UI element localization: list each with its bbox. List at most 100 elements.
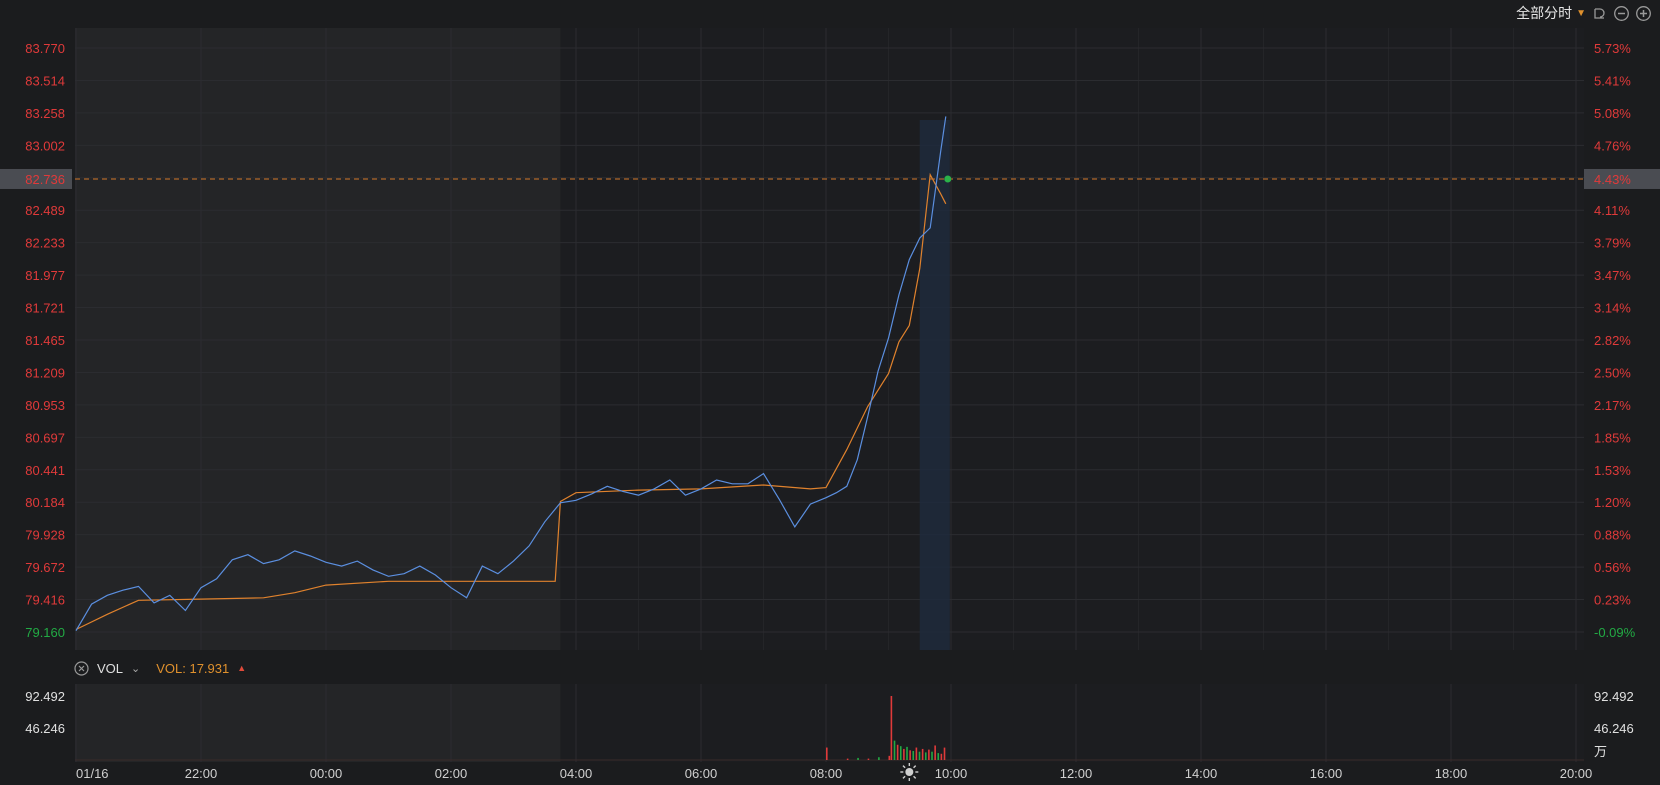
zoom-out-icon[interactable] [1613, 5, 1630, 22]
volume-bar [934, 745, 936, 760]
price-line [75, 116, 947, 632]
crosshair-price-label: 82.736 [25, 172, 65, 187]
y-tick-label-right: 0.88% [1594, 528, 1631, 543]
y-tick-label-right: 1.53% [1594, 463, 1631, 478]
y-tick-label-left: 82.489 [25, 203, 65, 218]
y-tick-label-left: 81.209 [25, 365, 65, 380]
y-tick-label-left: 83.002 [25, 138, 65, 153]
x-tick-label: 02:00 [435, 766, 468, 781]
y-tick-label-right: 0.56% [1594, 560, 1631, 575]
y-tick-label-left: 83.258 [25, 106, 65, 121]
y-tick-label-right: 2.82% [1594, 333, 1631, 348]
y-tick-label-left: 81.721 [25, 301, 65, 316]
y-tick-label-left: 81.465 [25, 333, 65, 348]
y-tick-label-right: 3.79% [1594, 236, 1631, 251]
sun-icon-ray [913, 775, 917, 779]
chevron-down-icon[interactable]: ⌄ [131, 662, 141, 675]
indicator-name: VOL [97, 660, 124, 676]
volume-bar [899, 746, 902, 760]
x-tick-label: 20:00 [1560, 766, 1593, 781]
x-tick-label: 00:00 [310, 766, 343, 781]
volume-bar [903, 748, 905, 760]
volume-bar [896, 744, 899, 760]
crosshair-percent-box [1584, 168, 1660, 189]
sun-icon-ray [902, 775, 906, 779]
sun-icon [905, 768, 914, 776]
x-tick-label: 14:00 [1185, 766, 1218, 781]
volume-bar [912, 751, 915, 760]
volume-indicator-bar: VOL ⌄ VOL: 17.931 ▲ [74, 656, 246, 680]
arrow-up-icon: ▲ [237, 663, 247, 673]
volume-y-tick-right: 46.246 [1594, 721, 1634, 736]
y-tick-label-left: 83.514 [25, 73, 65, 88]
undo-icon[interactable] [1591, 5, 1608, 22]
volume-bar [909, 750, 911, 760]
volume-bar [878, 757, 880, 760]
x-tick-label: 10:00 [935, 766, 968, 781]
volume-bar [826, 747, 828, 760]
close-icon[interactable] [74, 660, 89, 676]
time-mode-label: 全部分时 [1516, 5, 1573, 21]
session-shade [75, 684, 561, 762]
volume-bar [888, 755, 891, 760]
sun-icon-ray [913, 765, 917, 769]
y-tick-label-right: 0.23% [1594, 593, 1631, 608]
y-tick-label-right: 1.20% [1594, 495, 1631, 510]
y-tick-label-left: 79.672 [25, 560, 65, 575]
y-tick-label-right: 1.85% [1594, 430, 1631, 445]
y-tick-label-left: 79.928 [25, 528, 65, 543]
y-tick-label-left: 80.184 [25, 495, 65, 510]
volume-bar [857, 757, 859, 760]
volume-bar [928, 749, 930, 760]
sun-icon-ray [902, 765, 906, 769]
y-tick-label-right: 3.47% [1594, 268, 1631, 283]
volume-y-tick-left: 46.246 [25, 721, 65, 736]
volume-bar [943, 747, 946, 760]
y-tick-label-right: 2.50% [1594, 365, 1631, 380]
volume-bar [890, 696, 893, 760]
y-tick-label-right: -0.09% [1594, 625, 1636, 640]
x-tick-label: 16:00 [1310, 766, 1343, 781]
y-tick-label-left: 80.441 [25, 463, 65, 478]
chevron-down-icon: ▼ [1576, 7, 1586, 19]
y-tick-label-right: 5.08% [1594, 106, 1631, 121]
volume-unit-label: 万 [1594, 744, 1607, 759]
y-tick-label-right: 5.41% [1594, 73, 1631, 88]
volume-bar [846, 758, 849, 760]
volume-y-tick-right: 92.492 [1594, 689, 1634, 704]
y-tick-label-left: 83.770 [25, 41, 65, 56]
crosshair-percent-label: 4.43% [1594, 172, 1631, 187]
y-tick-label-right: 5.73% [1594, 41, 1631, 56]
highlight-band [919, 120, 950, 650]
volume-bar [931, 751, 933, 760]
volume-bar [921, 748, 924, 760]
y-tick-label-right: 4.76% [1594, 138, 1631, 153]
zoom-in-icon[interactable] [1635, 5, 1652, 22]
session-shade [75, 28, 561, 650]
x-tick-label: 18:00 [1435, 766, 1468, 781]
y-tick-label-left: 79.416 [25, 593, 65, 608]
time-mode-dropdown[interactable]: 全部分时 ▼ [1516, 3, 1586, 23]
volume-bar [915, 747, 918, 760]
volume-value: VOL: 17.931 [156, 660, 230, 676]
volume-y-tick-left: 92.492 [25, 689, 65, 704]
volume-bar [867, 758, 870, 760]
volume-bar [940, 753, 943, 760]
volume-bar [918, 751, 921, 760]
x-tick-label: 12:00 [1060, 766, 1093, 781]
y-tick-label-right: 3.14% [1594, 301, 1631, 316]
y-tick-label-left: 79.160 [25, 625, 65, 640]
x-tick-label: 08:00 [810, 766, 843, 781]
x-tick-label: 22:00 [185, 766, 218, 781]
y-tick-label-left: 82.233 [25, 236, 65, 251]
volume-bar [906, 746, 908, 760]
volume-bar [893, 740, 896, 760]
current-price-dot [944, 175, 952, 183]
y-tick-label-right: 2.17% [1594, 398, 1631, 413]
volume-bar [924, 752, 927, 760]
crosshair-price-box [0, 168, 72, 189]
y-tick-label-left: 80.953 [25, 398, 65, 413]
average-price-line [75, 172, 947, 631]
y-tick-label-right: 4.11% [1594, 203, 1630, 218]
